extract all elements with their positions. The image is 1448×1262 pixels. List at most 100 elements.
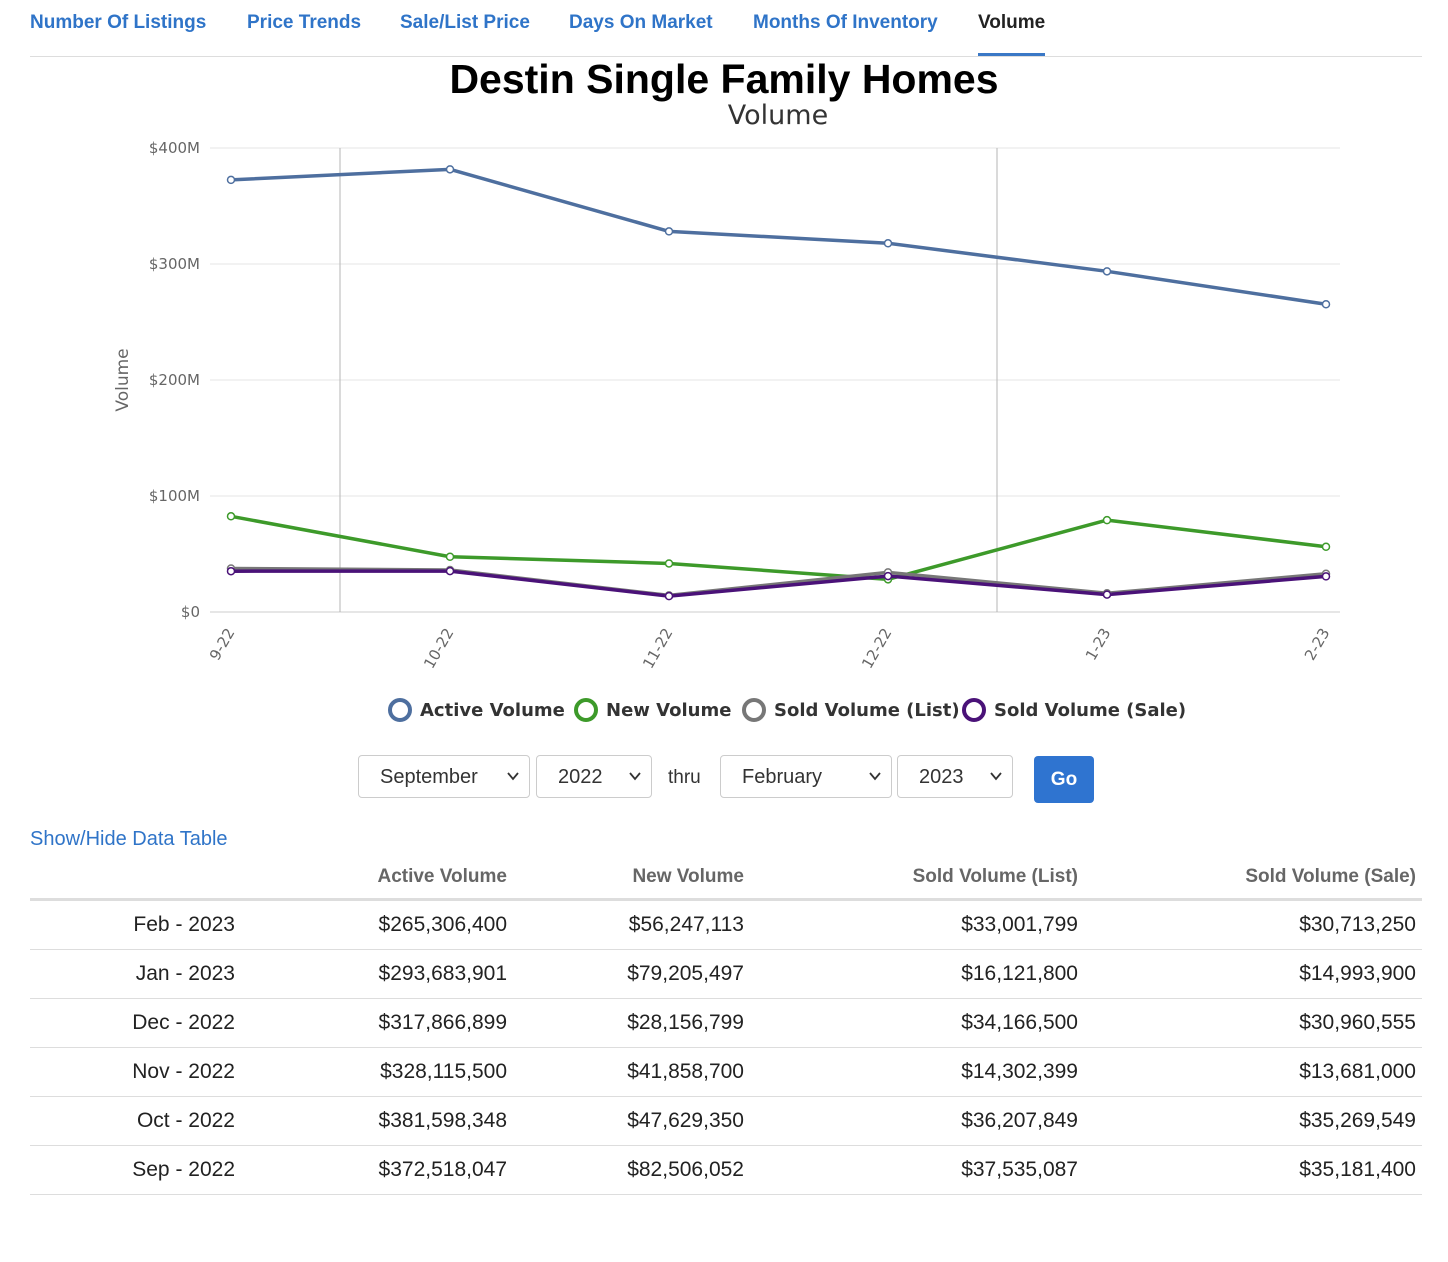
table-cell: $47,629,350 bbox=[513, 1096, 750, 1146]
data-point bbox=[226, 512, 236, 521]
tab-days-on-market[interactable]: Days On Market bbox=[569, 12, 713, 33]
y-tick-label: $100M bbox=[149, 487, 200, 505]
legend-item-sold-volume-list[interactable]: Sold Volume (List) bbox=[742, 698, 960, 722]
data-point bbox=[1102, 515, 1112, 525]
y-tick-label: $0 bbox=[181, 603, 200, 621]
tab-volume[interactable]: Volume bbox=[978, 12, 1046, 56]
table-cell: $82,506,052 bbox=[513, 1145, 750, 1195]
table-cell: $34,166,500 bbox=[750, 998, 1084, 1048]
tab-bar: Number Of Listings Price Trends Sale/Lis… bbox=[30, 0, 1422, 57]
data-point bbox=[1321, 572, 1331, 581]
to-month-select[interactable]: February bbox=[720, 755, 892, 798]
table-cell: $35,269,549 bbox=[1084, 1096, 1422, 1146]
table-cell: $41,858,700 bbox=[513, 1047, 750, 1097]
table-header bbox=[30, 855, 241, 901]
table-cell: $37,535,087 bbox=[750, 1145, 1084, 1195]
legend-label: New Volume bbox=[606, 699, 732, 721]
from-year-value: 2022 bbox=[558, 766, 603, 788]
table-row: Dec - 2022 $317,866,899 $28,156,799 $34,… bbox=[30, 998, 1422, 1048]
table-cell: $30,713,250 bbox=[1084, 899, 1422, 950]
from-month-value: September bbox=[380, 766, 478, 788]
show-hide-data-table-link[interactable]: Show/Hide Data Table bbox=[30, 828, 228, 850]
to-year-select[interactable]: 2023 bbox=[897, 755, 1013, 798]
table-cell: Feb - 2023 bbox=[30, 899, 241, 950]
table-cell: $14,302,399 bbox=[750, 1047, 1084, 1097]
table-cell: $28,156,799 bbox=[513, 998, 750, 1048]
chevron-down-icon bbox=[629, 772, 641, 781]
table-row: Feb - 2023 $265,306,400 $56,247,113 $33,… bbox=[30, 899, 1422, 950]
data-point bbox=[664, 591, 674, 601]
chevron-down-icon bbox=[990, 772, 1002, 781]
data-point bbox=[1321, 299, 1331, 309]
x-tick-label: 10-22 bbox=[420, 625, 457, 672]
y-tick-label: $300M bbox=[149, 255, 200, 273]
to-month-value: February bbox=[742, 766, 823, 788]
from-month-select[interactable]: September bbox=[358, 755, 530, 798]
table-cell: Jan - 2023 bbox=[30, 949, 241, 999]
data-point bbox=[226, 175, 236, 185]
chart-legend: Active Volume New Volume Sold Volume (Li… bbox=[0, 698, 1448, 726]
tab-price-trends[interactable]: Price Trends bbox=[247, 12, 362, 33]
data-point bbox=[664, 227, 674, 236]
table-cell: $265,306,400 bbox=[241, 899, 513, 950]
table-cell: Oct - 2022 bbox=[30, 1096, 241, 1146]
y-tick-label: $200M bbox=[149, 371, 200, 389]
table-cell: $33,001,799 bbox=[750, 899, 1084, 950]
table-cell: $13,681,000 bbox=[1084, 1047, 1422, 1097]
table-cell: $293,683,901 bbox=[241, 949, 513, 999]
data-point bbox=[883, 571, 893, 581]
data-point bbox=[445, 566, 455, 576]
x-tick-label: 12-22 bbox=[858, 625, 895, 672]
chart-title: Destin Single Family Homes bbox=[449, 56, 999, 102]
data-point bbox=[1102, 590, 1112, 599]
tab-months-of-inventory[interactable]: Months Of Inventory bbox=[753, 12, 938, 33]
table-cell: $381,598,348 bbox=[241, 1096, 513, 1146]
legend-item-new-volume[interactable]: New Volume bbox=[574, 698, 731, 722]
table-header: New Volume bbox=[513, 855, 750, 901]
table-cell: Dec - 2022 bbox=[30, 998, 241, 1048]
table-cell: $30,960,555 bbox=[1084, 998, 1422, 1048]
legend-label: Sold Volume (Sale) bbox=[994, 699, 1187, 721]
table-cell: $79,205,497 bbox=[513, 949, 750, 999]
table-header: Sold Volume (Sale) bbox=[1084, 855, 1422, 901]
x-tick-label: 9-22 bbox=[206, 625, 239, 663]
table-cell: $372,518,047 bbox=[241, 1145, 513, 1195]
chevron-down-icon bbox=[507, 772, 519, 781]
data-point bbox=[226, 566, 236, 576]
legend-marker-icon bbox=[574, 698, 598, 722]
series-line bbox=[230, 514, 1327, 582]
tab-number-of-listings[interactable]: Number Of Listings bbox=[30, 12, 207, 33]
table-header: Sold Volume (List) bbox=[750, 855, 1084, 901]
series-line bbox=[230, 167, 1327, 306]
legend-item-active-volume[interactable]: Active Volume bbox=[388, 698, 565, 722]
data-point bbox=[445, 165, 455, 174]
x-tick-label: 2-23 bbox=[1301, 625, 1334, 663]
tab-sale-list-price[interactable]: Sale/List Price bbox=[400, 12, 530, 33]
y-tick-label: $400M bbox=[149, 139, 200, 157]
data-point bbox=[1321, 542, 1331, 552]
table-header: Active Volume bbox=[241, 855, 513, 901]
to-year-value: 2023 bbox=[919, 766, 964, 788]
legend-item-sold-volume-sale[interactable]: Sold Volume (Sale) bbox=[962, 698, 1186, 722]
thru-label: thru bbox=[668, 767, 701, 788]
table-cell: $56,247,113 bbox=[513, 899, 750, 950]
table-cell: $328,115,500 bbox=[241, 1047, 513, 1097]
legend-label: Active Volume bbox=[420, 699, 565, 721]
table-cell: $16,121,800 bbox=[750, 949, 1084, 999]
volume-data-table: Active Volume New Volume Sold Volume (Li… bbox=[30, 855, 1422, 1195]
legend-marker-icon bbox=[742, 698, 766, 722]
legend-marker-icon bbox=[388, 698, 412, 722]
from-year-select[interactable]: 2022 bbox=[536, 755, 652, 798]
table-cell: $317,866,899 bbox=[241, 998, 513, 1048]
table-cell: $14,993,900 bbox=[1084, 949, 1422, 999]
data-point bbox=[445, 552, 455, 561]
chart-subtitle: Volume bbox=[727, 100, 829, 131]
data-point bbox=[883, 239, 893, 248]
table-cell: $35,181,400 bbox=[1084, 1145, 1422, 1195]
data-point bbox=[1102, 267, 1112, 276]
y-axis-title: Volume bbox=[113, 348, 133, 411]
data-point bbox=[664, 559, 674, 568]
table-row: Sep - 2022 $372,518,047 $82,506,052 $37,… bbox=[30, 1145, 1422, 1195]
table-row: Jan - 2023 $293,683,901 $79,205,497 $16,… bbox=[30, 949, 1422, 999]
go-button[interactable]: Go bbox=[1034, 756, 1094, 803]
